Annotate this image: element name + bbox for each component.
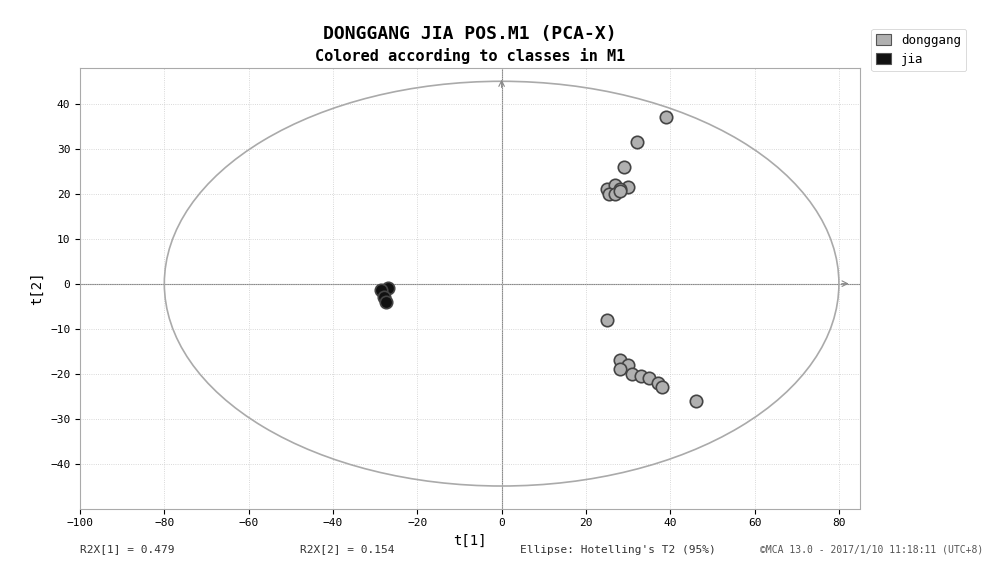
Point bbox=[599, 185, 615, 194]
Point bbox=[376, 293, 392, 302]
Text: Colored according to classes in M1: Colored according to classes in M1 bbox=[315, 48, 625, 64]
Y-axis label: t[2]: t[2] bbox=[30, 271, 44, 305]
Text: Ellipse: Hotelling's T2 (95%): Ellipse: Hotelling's T2 (95%) bbox=[520, 545, 716, 555]
Point bbox=[629, 137, 645, 146]
Point bbox=[650, 378, 666, 387]
Point bbox=[607, 180, 623, 189]
Point bbox=[599, 315, 615, 324]
Point bbox=[612, 187, 628, 196]
Point bbox=[658, 113, 674, 122]
Point bbox=[641, 373, 657, 383]
Point bbox=[601, 189, 617, 198]
Text: ©MCA 13.0 - 2017/1/10 11:18:11 (UTC+8): ©MCA 13.0 - 2017/1/10 11:18:11 (UTC+8) bbox=[760, 545, 983, 555]
Point bbox=[620, 360, 636, 369]
Legend: donggang, jia: donggang, jia bbox=[871, 29, 966, 71]
Point bbox=[373, 286, 389, 295]
Point bbox=[620, 182, 636, 192]
Point bbox=[380, 284, 396, 293]
Point bbox=[612, 364, 628, 373]
Point bbox=[624, 369, 640, 378]
Text: R2X[2] = 0.154: R2X[2] = 0.154 bbox=[300, 545, 394, 555]
Point bbox=[633, 371, 649, 380]
Point bbox=[378, 297, 394, 306]
Text: R2X[1] = 0.479: R2X[1] = 0.479 bbox=[80, 545, 175, 555]
Point bbox=[612, 185, 628, 194]
Text: DONGGANG JIA POS.M1 (PCA-X): DONGGANG JIA POS.M1 (PCA-X) bbox=[323, 25, 617, 44]
Point bbox=[612, 355, 628, 364]
Point bbox=[654, 383, 670, 392]
Point bbox=[616, 162, 632, 171]
Point bbox=[607, 189, 623, 198]
X-axis label: t[1]: t[1] bbox=[453, 534, 487, 548]
Point bbox=[688, 396, 704, 405]
